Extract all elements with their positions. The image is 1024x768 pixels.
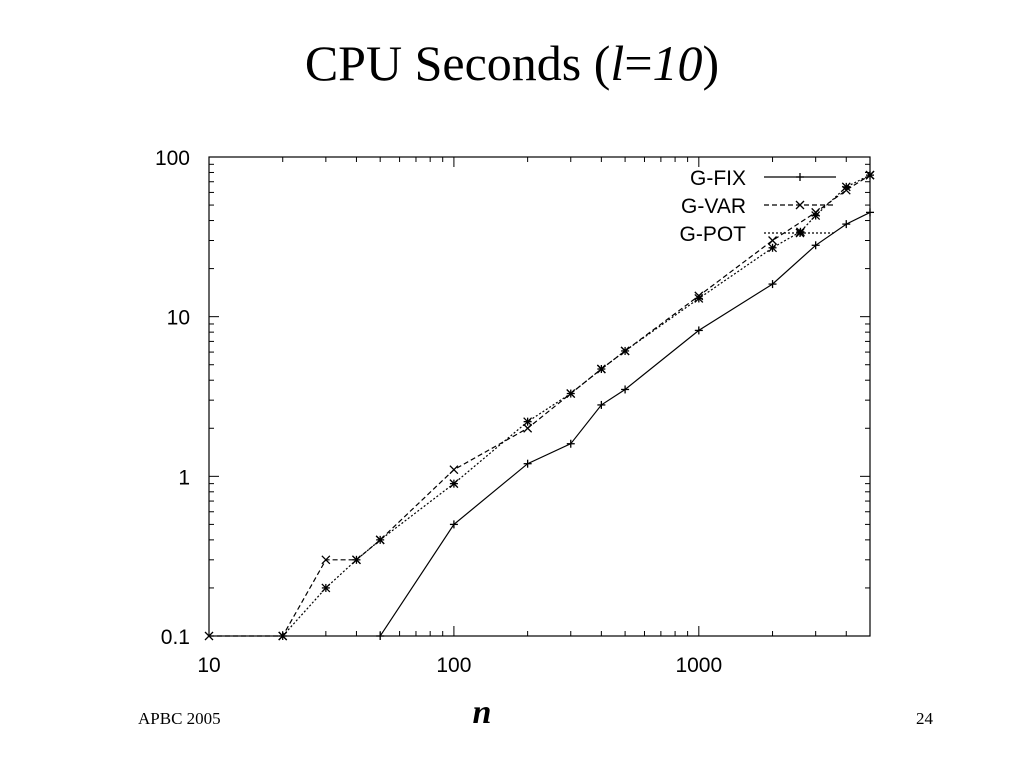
legend-label-g-fix: G-FIX	[690, 167, 746, 190]
data-point-g-pot	[841, 182, 851, 192]
legend-marker-g-fix	[796, 173, 804, 181]
data-point-g-pot	[694, 294, 704, 303]
data-point-g-pot	[811, 211, 821, 220]
data-point-g-var	[523, 423, 533, 433]
x-tick-label: 10	[197, 654, 220, 677]
title-value-10: 10	[652, 35, 703, 91]
slide-title: CPU Seconds (l=10)	[0, 36, 1024, 91]
data-point-g-var	[321, 555, 331, 565]
y-tick-label: 0.1	[161, 626, 190, 649]
plot-frame	[208, 156, 871, 637]
data-point-g-fix	[842, 220, 851, 229]
x-tick-label: 1000	[675, 654, 722, 677]
data-point-g-pot	[278, 631, 288, 641]
data-point-g-fix	[621, 385, 630, 394]
series-layer	[204, 170, 875, 641]
legend-label-g-var: G-VAR	[681, 195, 746, 218]
data-point-g-var	[204, 631, 214, 641]
y-tick-label: 10	[167, 307, 190, 330]
data-point-g-fix	[866, 208, 874, 217]
title-prefix: CPU Seconds (	[304, 35, 611, 91]
data-point-g-fix	[566, 439, 575, 448]
data-point-g-pot	[768, 243, 778, 253]
title-suffix: )	[702, 35, 720, 91]
y-tick-label: 100	[155, 147, 190, 170]
x-axis-label: n	[472, 694, 492, 731]
axis-ticks: 10 100 1000 0.1 1 10 100	[155, 147, 871, 677]
data-point-g-pot	[566, 389, 576, 399]
data-point-g-fix	[597, 400, 606, 409]
title-variable-l: l	[610, 35, 625, 91]
data-point-g-pot	[620, 346, 630, 356]
data-point-g-fix	[768, 280, 777, 289]
x-tick-label: 100	[436, 654, 471, 677]
data-point-g-fix	[811, 241, 820, 250]
footer-left: APBC 2005	[138, 709, 221, 728]
series-line-g-fix	[379, 211, 871, 637]
data-point-g-fix	[694, 326, 703, 335]
data-point-g-fix	[376, 632, 385, 640]
series-line-g-var	[209, 174, 871, 637]
data-point-g-fix	[449, 520, 458, 529]
legend-marker-g-var	[795, 200, 805, 210]
data-point-g-fix	[523, 459, 532, 468]
data-point-g-pot	[449, 479, 459, 489]
data-point-g-pot	[375, 535, 385, 545]
footer-page-number: 24	[916, 709, 933, 728]
title-equals: =	[624, 35, 653, 91]
series-line-g-pot	[282, 174, 871, 637]
data-point-g-var	[449, 465, 459, 475]
legend-marker-g-pot	[795, 228, 805, 238]
data-point-g-var	[768, 236, 778, 245]
legend: G-FIX G-VAR G-POT	[680, 167, 836, 246]
data-point-g-pot	[321, 583, 331, 593]
y-tick-label: 1	[178, 466, 190, 489]
data-point-g-pot	[523, 417, 533, 427]
legend-label-g-pot: G-POT	[680, 223, 747, 246]
data-point-g-pot	[351, 555, 361, 565]
data-point-g-pot	[596, 364, 606, 374]
data-point-g-pot	[865, 170, 875, 180]
